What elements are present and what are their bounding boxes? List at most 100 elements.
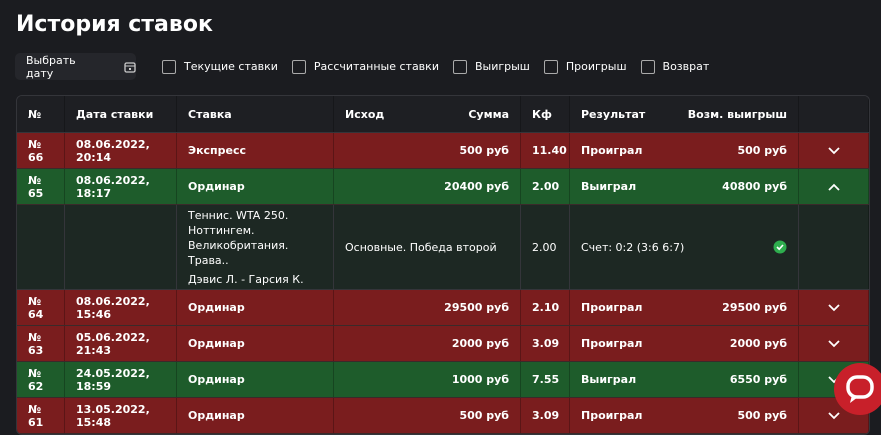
chevron[interactable] — [827, 411, 840, 420]
bet-result: Выиграл — [581, 373, 637, 386]
header-result: Возм. выигрыш — [687, 107, 787, 121]
bet-payout: 500 руб — [737, 409, 787, 422]
header-date: Дата ставки — [76, 107, 154, 121]
bet-result: Проиграл — [581, 144, 643, 157]
bet-amount-cell: 2000 руб — [334, 326, 521, 361]
bet-payout: 6550 руб — [729, 373, 787, 386]
checkbox-box — [543, 59, 558, 74]
bet-date: 08.06.2022, 15:46 — [65, 290, 177, 325]
filter-checkbox[interactable]: Рассчитанные ставки — [291, 59, 439, 74]
bet-row[interactable]: № 62 24.05.2022, 18:59 Ординар 1000 руб 7.55… — [17, 362, 869, 398]
header-cell: Ставка — [177, 96, 334, 132]
bet-number: № 65 — [17, 169, 65, 204]
filter-checkbox[interactable]: Выигрыш — [452, 59, 530, 74]
header-cell: Результат Возм. выигрыш — [570, 96, 799, 132]
bet-row[interactable]: № 61 13.05.2022, 15:48 Ординар 500 руб 3.09 П… — [17, 398, 869, 434]
event-cell: Теннис. WTA 250. Ноттингем. Великобритан… — [177, 205, 334, 289]
checkbox-box — [162, 59, 176, 74]
detail-outcome: Основные. Победа второй — [334, 205, 521, 289]
checkbox-label: Текущие ставки — [184, 60, 278, 73]
expand-cell — [799, 326, 869, 361]
filter-checkbox[interactable]: Возврат — [640, 59, 709, 74]
calendar-icon — [124, 61, 136, 73]
bet-odds: 11.40 — [521, 133, 570, 168]
bet-type: Ординар — [177, 398, 334, 433]
page-title: История ставок — [16, 12, 213, 37]
table-header: № Дата ставки Ставка Исход Сумма Кф Результат В… — [17, 96, 869, 133]
bets-table: № Дата ставки Ставка Исход Сумма Кф Результат В… — [16, 95, 870, 435]
chevron[interactable] — [827, 339, 840, 348]
bet-result-cell: Проиграл 2000 руб — [570, 326, 799, 361]
bet-result: Проиграл — [581, 337, 643, 350]
bet-result-cell: Выиграл 40800 руб — [570, 169, 799, 204]
checkbox-label: Рассчитанные ставки — [313, 60, 439, 73]
bet-type: Ординар — [177, 362, 334, 397]
bet-result-cell: Проиграл 500 руб — [570, 398, 799, 433]
header-odds: Кф — [532, 107, 552, 121]
date-button-label: Выбрать дату — [26, 53, 76, 80]
bet-amount: 2000 руб — [451, 337, 509, 350]
bet-amount: 500 руб — [459, 144, 509, 157]
header-result: Результат — [581, 107, 646, 121]
header-number: № — [28, 107, 42, 121]
bet-type: Ординар — [177, 169, 334, 204]
bet-type: Ординар — [177, 290, 334, 325]
chevron[interactable] — [827, 303, 840, 312]
bet-type: Ординар — [177, 326, 334, 361]
bet-detail: Теннис. WTA 250. Ноттингем. Великобритан… — [17, 205, 869, 290]
bet-amount: 1000 руб — [451, 373, 509, 386]
header-cell: Дата ставки — [65, 96, 177, 132]
event-name: Теннис. WTA 250. Ноттингем. Великобритан… — [188, 208, 289, 267]
chat-button[interactable] — [834, 363, 881, 415]
bet-payout: 500 руб — [737, 144, 787, 157]
bet-row[interactable]: № 66 08.06.2022, 20:14 Экспресс 500 руб 11.4… — [17, 133, 869, 169]
filter-checkbox[interactable]: Текущие ставки — [162, 59, 278, 74]
bet-number: № 63 — [17, 326, 65, 361]
checkbox-label: Проигрыш — [565, 60, 627, 73]
header-cell: Исход Сумма — [334, 96, 521, 132]
bet-result: Проиграл — [581, 409, 643, 422]
bet-amount-cell: 20400 руб — [334, 169, 521, 204]
bet-number: № 66 — [17, 133, 65, 168]
win-icon — [773, 240, 787, 254]
date-button[interactable]: Выбрать дату — [15, 53, 136, 80]
bet-result: Проиграл — [581, 301, 643, 314]
bet-row[interactable]: № 64 08.06.2022, 15:46 Ординар 29500 руб 2.1… — [17, 290, 869, 326]
filter-checkbox[interactable]: Проигрыш — [543, 59, 627, 74]
bet-amount: 20400 руб — [444, 180, 509, 193]
expand-cell — [799, 169, 869, 204]
bet-amount-cell: 1000 руб — [334, 362, 521, 397]
bet-payout: 2000 руб — [729, 337, 787, 350]
header-outcome: Исход — [345, 107, 385, 121]
chevron[interactable] — [827, 183, 840, 191]
header-cell: Кф — [521, 96, 570, 132]
bet-amount-cell: 500 руб — [334, 398, 521, 433]
bet-odds: 2.10 — [521, 290, 570, 325]
bet-odds: 3.09 — [521, 326, 570, 361]
checkbox-box — [452, 59, 467, 74]
bet-odds: 7.55 — [521, 362, 570, 397]
header-cell — [799, 96, 869, 132]
bet-odds: 2.00 — [521, 169, 570, 204]
empty-cell — [65, 205, 177, 289]
bet-number: № 62 — [17, 362, 65, 397]
checkbox-box — [640, 59, 655, 74]
bet-payout: 29500 руб — [722, 301, 787, 314]
bet-result-cell: Проиграл 500 руб — [570, 133, 799, 168]
bet-amount-cell: 29500 руб — [334, 290, 521, 325]
bet-odds: 3.09 — [521, 398, 570, 433]
detail-odds: 2.00 — [521, 205, 570, 289]
bet-date: 08.06.2022, 20:14 — [65, 133, 177, 168]
bet-row[interactable]: № 63 05.06.2022, 21:43 Ординар 2000 руб 3.09… — [17, 326, 869, 362]
bet-amount: 500 руб — [459, 409, 509, 422]
bet-row[interactable]: № 65 08.06.2022, 18:17 Ординар 20400 руб 2.0… — [17, 169, 869, 205]
chevron[interactable] — [827, 146, 840, 155]
empty-cell — [17, 205, 65, 289]
bet-number: № 61 — [17, 398, 65, 433]
bet-type: Экспресс — [177, 133, 334, 168]
bet-amount: 29500 руб — [444, 301, 509, 314]
bet-date: 05.06.2022, 21:43 — [65, 326, 177, 361]
bet-result: Выиграл — [581, 180, 637, 193]
filters: Выбрать дату Текущие ставки Рассчитанные … — [15, 53, 723, 80]
